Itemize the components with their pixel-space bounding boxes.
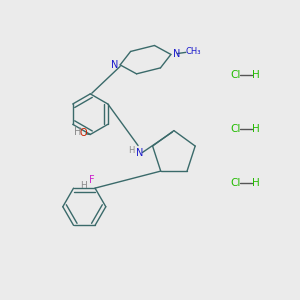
Text: H: H [128,146,134,154]
Text: H: H [80,181,87,190]
Text: H: H [252,178,260,188]
Text: N: N [136,148,143,158]
Text: H: H [252,124,260,134]
Text: Cl: Cl [230,124,240,134]
Text: N: N [172,50,180,59]
Text: O: O [80,128,88,138]
Text: N: N [111,60,118,70]
Text: Cl: Cl [230,178,240,188]
Text: CH₃: CH₃ [185,47,201,56]
Text: H: H [74,127,81,137]
Text: Cl: Cl [230,70,240,80]
Text: F: F [89,175,94,185]
Text: H: H [252,70,260,80]
